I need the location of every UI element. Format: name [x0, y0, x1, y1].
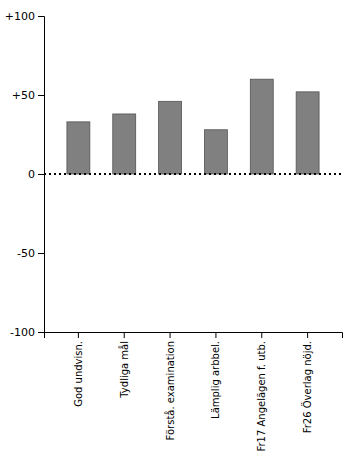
bar	[159, 101, 182, 174]
y-tick-label: -50	[17, 247, 35, 260]
x-tick-label: Fr26 Överlag nöjd.	[301, 341, 313, 433]
x-axis: God undvisn. Tydliga mål Förstå. examinati…	[45, 332, 343, 452]
y-tick-mark	[38, 332, 44, 333]
bar	[204, 130, 227, 174]
chart: -100 -50 0 +50 +100 God undvisn. Tydliga mål Fö…	[0, 0, 354, 472]
x-tick-label: Förstå. examination	[164, 341, 176, 440]
plot: -100 -50 0 +50 +100 God undvisn. Tydliga mål Fö…	[5, 10, 343, 452]
x-tick: Förstå. examination	[164, 332, 176, 440]
reference-line	[44, 173, 342, 175]
x-tick: Fr26 Överlag nöjd.	[301, 332, 313, 433]
bar	[67, 122, 90, 174]
y-axis-line	[38, 17, 45, 333]
x-tick: Fr17 Angelägen f. utb.	[256, 332, 267, 452]
x-tick-label: Tydliga mål	[118, 341, 130, 399]
y-tick: 0	[28, 168, 44, 181]
x-tick: God undvisn.	[73, 332, 84, 407]
y-tick-label: +100	[5, 10, 35, 23]
x-tick-mark	[170, 332, 171, 338]
y-tick-mark	[38, 253, 44, 254]
bar	[296, 92, 319, 174]
y-tick-label: +50	[12, 89, 35, 102]
x-axis-line	[45, 333, 343, 339]
y-tick: +50	[12, 89, 44, 102]
bar	[250, 79, 273, 174]
x-tick: Lämplig arbbel.	[210, 332, 221, 419]
y-tick: -50	[17, 247, 44, 260]
x-tick: Tydliga mål	[118, 332, 130, 399]
y-tick: +100	[5, 10, 44, 23]
y-tick-mark	[38, 174, 44, 175]
x-tick-mark	[307, 332, 308, 338]
y-tick: -100	[10, 326, 44, 339]
y-axis: -100 -50 0 +50 +100	[5, 10, 45, 339]
x-tick-mark	[261, 332, 262, 338]
x-tick-label: Fr17 Angelägen f. utb.	[256, 341, 267, 452]
y-tick-label: 0	[28, 168, 35, 181]
y-tick-mark	[38, 95, 44, 96]
x-tick-label: God undvisn.	[73, 341, 84, 407]
y-tick-mark	[38, 16, 44, 17]
x-tick-mark	[215, 332, 216, 338]
bars	[44, 79, 342, 174]
x-tick-label: Lämplig arbbel.	[210, 341, 221, 419]
x-tick-mark	[124, 332, 125, 338]
x-tick-mark	[78, 332, 79, 338]
y-tick-label: -100	[10, 326, 35, 339]
bar	[113, 114, 136, 174]
